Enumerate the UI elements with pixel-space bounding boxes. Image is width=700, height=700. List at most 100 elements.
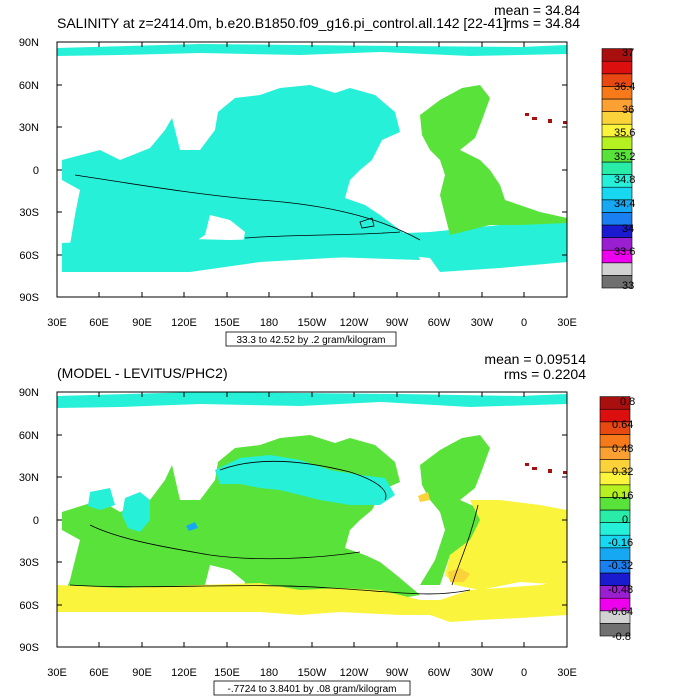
colorbar-label: 0.16 (612, 490, 633, 502)
lat-label: 90S (19, 642, 39, 654)
range-box (213, 680, 411, 696)
field-southern-ocean (62, 222, 567, 272)
colorbar-swatch (601, 48, 633, 62)
colorbar-label: 36.4 (614, 81, 635, 93)
contour-line (74, 174, 421, 241)
axis-ticks (56, 41, 568, 298)
panel-title: (MODEL - LEVITUS/PHC2) (57, 365, 228, 381)
colorbar-label: 0.48 (612, 443, 633, 455)
lat-label: 60S (19, 600, 39, 612)
panel-title: SALINITY at z=2414.0m, b.e20.B1850.f09_g… (57, 15, 507, 31)
colorbar-label: -0.64 (608, 606, 633, 618)
colorbar-swatch (601, 262, 633, 276)
lat-label: 90N (19, 387, 39, 399)
field-arabian-sea (88, 488, 115, 510)
field-north-pacific (215, 455, 395, 505)
range-box (225, 331, 397, 347)
map-field (57, 392, 567, 622)
colorbar-label: -0.48 (608, 584, 633, 596)
panel-bottom: (MODEL - LEVITUS/PHC2) mean = 0.09514 rm… (19, 351, 635, 696)
lon-label: 120W (340, 317, 369, 329)
lon-label: 30W (471, 667, 494, 679)
colorbar-swatch (599, 547, 631, 561)
field-patch-orange (418, 492, 430, 502)
lat-label: 0 (33, 165, 39, 177)
colorbar (599, 396, 631, 637)
colorbar-label: -0.32 (608, 560, 633, 572)
lon-label: 90E (132, 317, 152, 329)
lon-label: 150W (298, 667, 327, 679)
lon-label: 60W (428, 667, 451, 679)
lon-label: 180 (260, 667, 278, 679)
colorbar-label: -0.16 (608, 537, 633, 549)
colorbar-label: 36 (622, 104, 634, 116)
lon-label: 120W (340, 667, 369, 679)
colorbar (601, 48, 633, 289)
lon-labels: 30E 60E 90E 120E 150E 180 150W 120W 90W … (47, 667, 577, 679)
colorbar-label: 0.8 (620, 396, 635, 408)
lon-label: 150E (214, 317, 240, 329)
lon-label: 0 (521, 667, 527, 679)
colorbar-swatch (601, 161, 633, 175)
lat-label: 60S (19, 250, 39, 262)
lon-label: 90W (386, 667, 409, 679)
colorbar-label: -0.8 (612, 631, 631, 643)
colorbar-label: 33 (622, 280, 634, 292)
colorbar-label: 35.2 (614, 151, 635, 163)
lon-label: 90E (132, 667, 152, 679)
rms-label: rms = 34.84 (506, 15, 581, 31)
lat-labels: 90N 60N 30N 0 30S 60S 90S (19, 387, 39, 654)
lat-label: 30S (19, 557, 39, 569)
colorbar-label: 0.64 (612, 419, 633, 431)
colorbar-label: 33.6 (614, 246, 635, 258)
axis-ticks (56, 391, 568, 648)
field-atlantic (420, 435, 490, 585)
contour-line (219, 460, 387, 501)
range-label: -.7724 to 3.8401 by .08 gram/kilogram (228, 684, 397, 695)
field-south-atlantic (445, 500, 567, 590)
lon-label: 60W (428, 317, 451, 329)
lat-label: 0 (33, 515, 39, 527)
field-pacific-indian (62, 85, 420, 272)
panel-top: SALINITY at z=2414.0m, b.e20.B1850.f09_g… (19, 2, 635, 347)
lon-label: 30W (471, 317, 494, 329)
colorbar-label: 34.8 (614, 174, 635, 186)
lon-label: 0 (521, 317, 527, 329)
lon-label: 30E (47, 317, 67, 329)
lon-label: 150W (298, 317, 327, 329)
lon-label: 180 (260, 317, 278, 329)
lat-label: 60N (19, 430, 39, 442)
field-patch-blue (186, 522, 198, 531)
colorbar-label: 35.6 (614, 127, 635, 139)
lat-label: 30N (19, 472, 39, 484)
colorbar-label: 34 (622, 223, 634, 235)
lon-label: 120E (171, 317, 197, 329)
colorbar-label: 37 (622, 47, 634, 59)
colorbar-label: 0.32 (612, 466, 633, 478)
range-label: 33.3 to 42.52 by .2 gram/kilogram (237, 335, 386, 346)
colorbar-label: 34.4 (614, 198, 635, 210)
contour-line (69, 584, 471, 595)
contour-line (244, 231, 401, 239)
lat-label: 30S (19, 207, 39, 219)
field-southern-ocean (57, 580, 567, 622)
lon-labels: 30E 60E 90E 120E 150E 180 150W 120W 90W … (47, 317, 577, 329)
lat-label: 90N (19, 37, 39, 49)
lon-label: 150E (214, 667, 240, 679)
contour-line (359, 217, 375, 229)
map-field (57, 44, 567, 272)
lon-label: 30E (557, 317, 577, 329)
colorbar-labels: 33 33.6 34 34.4 34.8 35.2 35.6 36 36.4 3… (614, 47, 635, 292)
lat-label: 90S (19, 292, 39, 304)
lat-label: 60N (19, 80, 39, 92)
rms-label: rms = 0.2204 (504, 366, 586, 382)
mean-label: mean = 0.09514 (484, 351, 586, 367)
lat-label: 30N (19, 122, 39, 134)
field-mediterranean (525, 463, 567, 474)
colorbar-swatch (599, 396, 631, 410)
contour-line (451, 504, 479, 586)
lon-label: 60E (89, 667, 109, 679)
field-bay-of-bengal (122, 492, 150, 532)
field-mediterranean (525, 113, 567, 124)
